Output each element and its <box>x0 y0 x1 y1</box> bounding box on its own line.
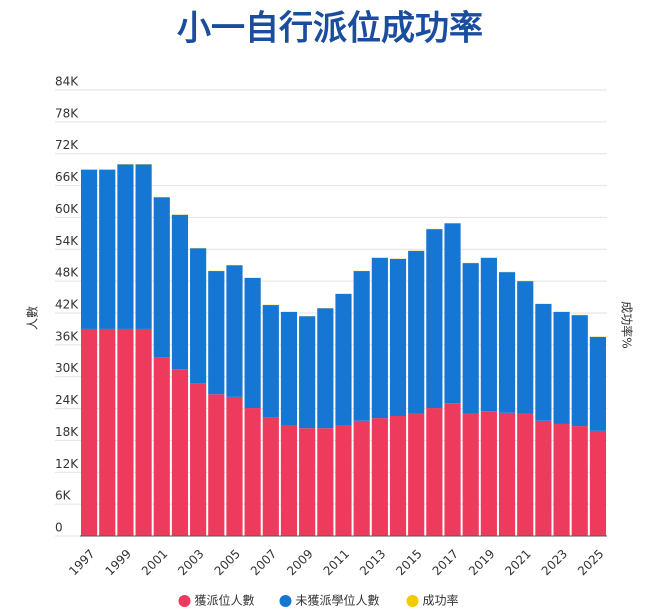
y-axis-label: 人數 <box>26 306 40 330</box>
bar-segment <box>389 416 407 536</box>
legend-label: 成功率 <box>423 593 459 608</box>
bar-segment <box>517 281 534 414</box>
bar-segment <box>117 164 134 329</box>
x-tick-label: 1999 <box>103 547 134 578</box>
legend-label: 獲派位人數 <box>195 593 255 608</box>
y-tick-label: 72K <box>55 138 79 152</box>
bar-segment <box>208 394 225 536</box>
bar-segment <box>190 248 207 384</box>
legend-marker <box>178 595 191 607</box>
bar-segment <box>444 223 461 404</box>
x-tick-label: 2001 <box>139 547 170 578</box>
y-tick-label: 30K <box>55 361 79 375</box>
bar-segment <box>135 164 152 329</box>
bar-segment <box>226 265 243 397</box>
y-tick-label: 42K <box>55 298 79 312</box>
x-tick-label: 2003 <box>175 547 206 578</box>
bar-segment <box>571 426 588 536</box>
bar-segment <box>171 214 189 370</box>
bar-segment <box>535 303 552 421</box>
x-tick-label: 2017 <box>430 547 461 578</box>
bar-segment <box>571 315 588 427</box>
legend-marker <box>406 595 419 607</box>
y-tick-label: 54K <box>55 234 79 248</box>
x-tick-label: 2011 <box>321 547 352 578</box>
bar-segment <box>353 420 370 536</box>
bar-segment <box>153 197 170 358</box>
bar-segment <box>371 418 388 536</box>
bar-segment <box>517 413 534 536</box>
bar-segment <box>262 305 279 418</box>
bar-segment <box>280 311 298 426</box>
x-tick-label: 2015 <box>393 547 424 578</box>
bar-segment <box>99 169 116 329</box>
bar-segment <box>171 369 189 536</box>
bar-segment <box>408 250 425 414</box>
x-tick-label: 2009 <box>284 547 315 578</box>
y-tick-label: 24K <box>55 393 79 407</box>
bar-segment <box>535 420 552 536</box>
bar-segment <box>81 169 98 329</box>
y-tick-label: 18K <box>55 425 79 439</box>
x-tick-label: 2023 <box>539 547 570 578</box>
bar-segment <box>135 328 152 536</box>
bar-segment <box>498 272 516 413</box>
bar-segment <box>335 425 352 536</box>
bar-segment <box>244 277 261 409</box>
x-tick-label: 1997 <box>66 547 97 578</box>
y-tick-label: 84K <box>55 75 79 89</box>
bar-segment <box>299 316 316 429</box>
bar-segment <box>353 271 370 421</box>
x-tick-label: 2021 <box>502 547 533 578</box>
bar-segment <box>99 328 116 536</box>
bar-segment <box>371 257 388 419</box>
bar-segment <box>190 383 207 536</box>
y-tick-label: 48K <box>55 266 79 280</box>
bar-segment <box>262 417 279 536</box>
y-tick-label: 66K <box>55 170 79 184</box>
bar-segment <box>280 425 298 536</box>
x-tick-label: 2019 <box>466 547 497 578</box>
bar-segment <box>426 408 443 536</box>
bar-segment <box>589 430 606 536</box>
bar-segment <box>408 413 425 536</box>
bar-segment <box>81 328 98 536</box>
bar-segment <box>299 428 316 536</box>
bar-segment <box>553 311 570 424</box>
y-tick-label: 12K <box>55 457 79 471</box>
y-tick-label: 60K <box>55 202 79 216</box>
bar-segment <box>589 336 606 431</box>
x-tick-label: 2013 <box>357 547 388 578</box>
x-tick-label: 2007 <box>248 547 279 578</box>
bar-segment <box>480 411 497 536</box>
y-tick-label: 78K <box>55 106 79 120</box>
bar-segment <box>389 258 407 417</box>
legend-label: 未獲派學位人數 <box>296 593 380 608</box>
bar-segment <box>462 413 479 536</box>
bar-segment <box>462 263 479 414</box>
x-tick-label: 2005 <box>212 547 243 578</box>
bar-segment <box>498 412 516 536</box>
x-tick-label: 2025 <box>575 547 606 578</box>
y-tick-label: 36K <box>55 329 79 343</box>
bar-segment <box>317 428 334 536</box>
bar-segment <box>480 257 497 412</box>
bar-segment <box>153 357 170 536</box>
bar-segment <box>226 396 243 536</box>
bar-segment <box>335 293 352 426</box>
bar-segment <box>317 308 334 429</box>
legend-marker <box>279 595 292 607</box>
bar-segment <box>244 408 261 536</box>
chart-title: 小一自行派位成功率 <box>177 9 483 49</box>
bar-segment <box>426 229 443 409</box>
y-tick-label: 6K <box>55 489 72 503</box>
bar-segment <box>444 403 461 536</box>
y-tick-label: 0 <box>55 521 63 535</box>
y2-axis-label: 成功率% <box>620 301 635 348</box>
bar-segment <box>208 271 225 395</box>
bar-segment <box>553 423 570 536</box>
bar-segment <box>117 328 134 536</box>
